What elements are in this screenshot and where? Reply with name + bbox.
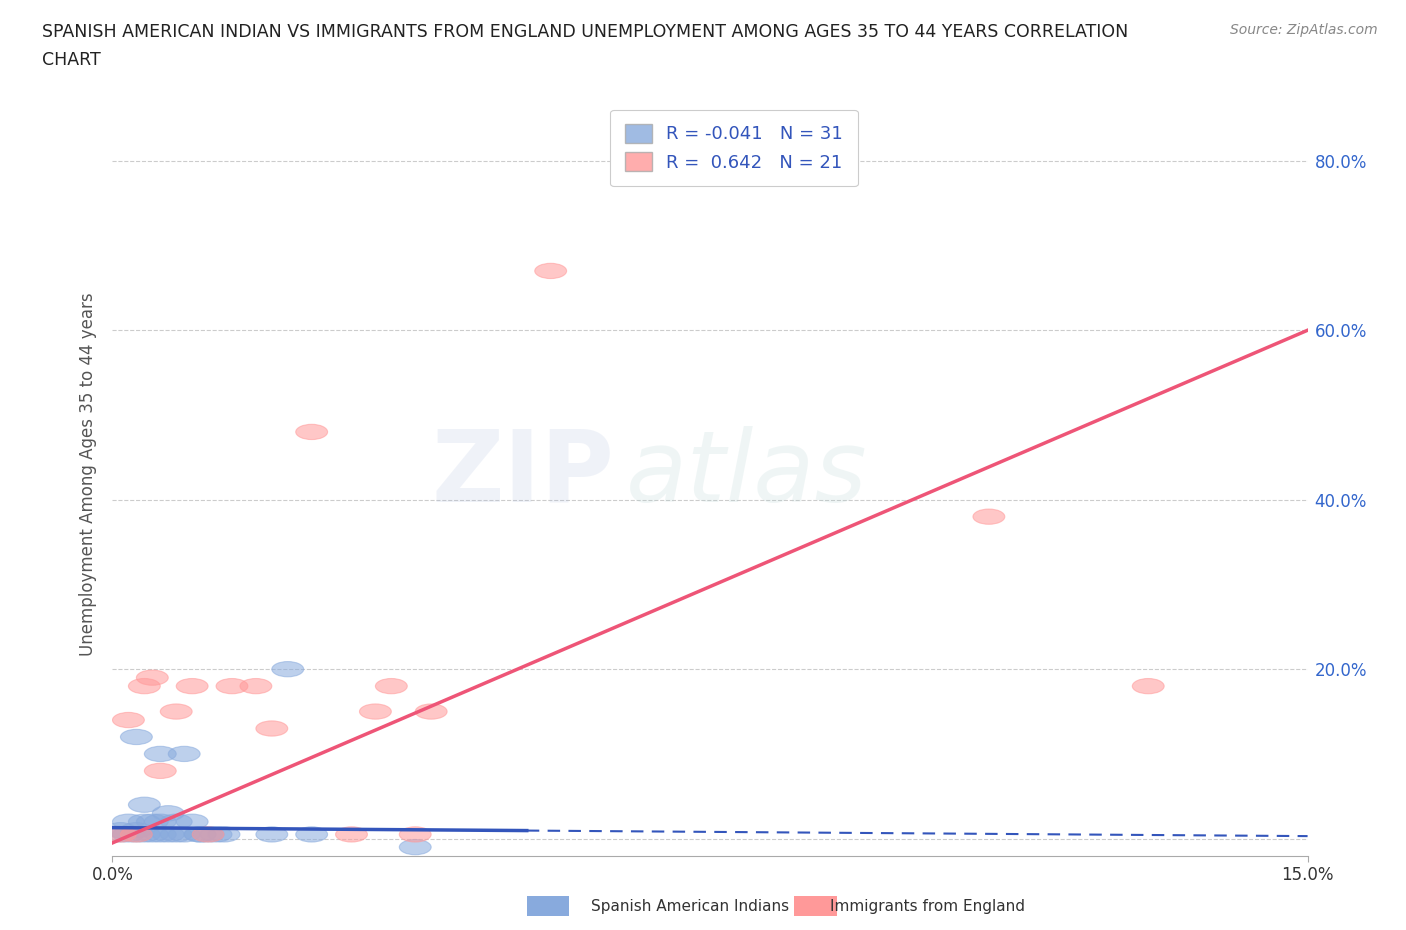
Ellipse shape [176, 814, 208, 830]
Ellipse shape [104, 827, 136, 842]
Ellipse shape [240, 679, 271, 694]
Ellipse shape [121, 729, 152, 745]
Y-axis label: Unemployment Among Ages 35 to 44 years: Unemployment Among Ages 35 to 44 years [79, 293, 97, 656]
Ellipse shape [112, 712, 145, 727]
Ellipse shape [128, 797, 160, 813]
Ellipse shape [121, 827, 152, 842]
Ellipse shape [336, 827, 367, 842]
Ellipse shape [145, 746, 176, 762]
Ellipse shape [160, 827, 193, 842]
Ellipse shape [184, 827, 217, 842]
Ellipse shape [208, 827, 240, 842]
Ellipse shape [136, 670, 169, 685]
Text: atlas: atlas [627, 426, 868, 523]
Ellipse shape [360, 704, 391, 719]
Ellipse shape [104, 822, 136, 838]
Ellipse shape [152, 827, 184, 842]
Ellipse shape [256, 827, 288, 842]
Ellipse shape [121, 827, 152, 842]
Ellipse shape [169, 746, 200, 762]
Ellipse shape [145, 827, 176, 842]
Legend: R = -0.041   N = 31, R =  0.642   N = 21: R = -0.041 N = 31, R = 0.642 N = 21 [610, 110, 858, 186]
Ellipse shape [399, 840, 432, 855]
Ellipse shape [104, 827, 136, 842]
Ellipse shape [271, 661, 304, 677]
Ellipse shape [1132, 679, 1164, 694]
Ellipse shape [160, 704, 193, 719]
Ellipse shape [200, 827, 232, 842]
Ellipse shape [415, 704, 447, 719]
Text: Spanish American Indians: Spanish American Indians [591, 899, 789, 914]
Ellipse shape [295, 827, 328, 842]
Ellipse shape [145, 764, 176, 778]
Text: Immigrants from England: Immigrants from England [830, 899, 1025, 914]
Text: ZIP: ZIP [432, 426, 614, 523]
Ellipse shape [128, 679, 160, 694]
Ellipse shape [217, 679, 247, 694]
Ellipse shape [112, 827, 145, 842]
Text: CHART: CHART [42, 51, 101, 69]
Ellipse shape [399, 827, 432, 842]
Ellipse shape [145, 814, 176, 830]
Ellipse shape [534, 263, 567, 279]
Ellipse shape [128, 814, 160, 830]
Text: SPANISH AMERICAN INDIAN VS IMMIGRANTS FROM ENGLAND UNEMPLOYMENT AMONG AGES 35 TO: SPANISH AMERICAN INDIAN VS IMMIGRANTS FR… [42, 23, 1129, 41]
Ellipse shape [973, 509, 1005, 525]
Text: Source: ZipAtlas.com: Source: ZipAtlas.com [1230, 23, 1378, 37]
Ellipse shape [136, 814, 169, 830]
Ellipse shape [112, 814, 145, 830]
Ellipse shape [136, 827, 169, 842]
Ellipse shape [193, 827, 224, 842]
Ellipse shape [375, 679, 408, 694]
Ellipse shape [184, 827, 217, 842]
Ellipse shape [121, 822, 152, 838]
Ellipse shape [256, 721, 288, 737]
Ellipse shape [160, 814, 193, 830]
Ellipse shape [128, 827, 160, 842]
Ellipse shape [169, 827, 200, 842]
Ellipse shape [295, 424, 328, 440]
Ellipse shape [152, 805, 184, 821]
Ellipse shape [193, 827, 224, 842]
Ellipse shape [176, 679, 208, 694]
